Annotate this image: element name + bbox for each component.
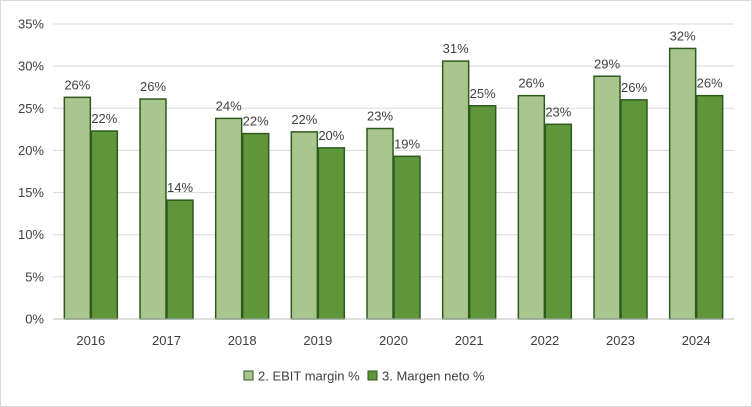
bar-ebit-margin — [668, 47, 697, 320]
y-tick-label: 15% — [18, 185, 44, 200]
data-label: 26% — [518, 76, 544, 91]
bar-margen-neto — [393, 155, 421, 320]
legend: 2. EBIT margin % 3. Margen neto % — [243, 369, 485, 384]
x-tick-label: 2023 — [606, 333, 635, 348]
bar-margen-neto — [620, 99, 648, 320]
bar-margen-neto — [166, 199, 194, 320]
bar-margen-neto — [468, 105, 497, 320]
data-label: 26% — [140, 79, 166, 94]
bar-ebit-margin — [517, 94, 546, 320]
x-axis: 2016 2017 2018 2019 2020 2021 2022 2023 2024 — [53, 318, 734, 348]
x-tick-label: 2020 — [379, 333, 408, 348]
x-tick-label: 2022 — [530, 333, 559, 348]
data-label: 14% — [167, 180, 193, 195]
legend-swatch-ebit-margin — [243, 370, 254, 381]
y-tick-label: 0% — [25, 312, 44, 327]
bar-margen-neto — [544, 123, 573, 320]
bar-ebit-margin — [290, 131, 319, 320]
data-label: 22% — [243, 114, 269, 129]
bar-ebit-margin — [139, 98, 167, 320]
data-label: 26% — [64, 77, 90, 92]
data-label: 26% — [621, 80, 647, 95]
data-label: 22% — [91, 111, 117, 126]
data-label: 29% — [594, 56, 620, 71]
legend-label: 3. Margen neto % — [382, 369, 485, 384]
data-label: 23% — [367, 109, 393, 124]
data-label: 23% — [545, 104, 571, 119]
data-label: 22% — [291, 112, 317, 127]
y-tick-label: 20% — [18, 143, 44, 158]
bar-margen-neto — [317, 147, 346, 320]
bar-ebit-margin — [441, 60, 470, 320]
data-label: 19% — [394, 136, 420, 151]
data-label: 20% — [318, 128, 344, 143]
data-label: 32% — [670, 28, 696, 43]
bar-margen-neto — [241, 132, 270, 320]
y-tick-label: 35% — [18, 17, 44, 32]
x-tick-label: 2016 — [76, 333, 105, 348]
bar-ebit-margin — [593, 75, 621, 320]
y-tick-label: 25% — [18, 101, 44, 116]
x-tick-label: 2018 — [228, 333, 257, 348]
y-axis: 0% 5% 10% 15% 20% 25% 30% 35% — [18, 17, 44, 327]
bar-ebit-margin — [63, 96, 92, 320]
bar-margen-neto — [695, 94, 724, 320]
data-label: 26% — [697, 76, 723, 91]
bar-margen-neto — [90, 130, 119, 320]
data-label: 25% — [470, 86, 496, 101]
x-tick-label: 2021 — [455, 333, 484, 348]
x-tick-label: 2024 — [682, 333, 711, 348]
data-label: 24% — [216, 98, 242, 113]
data-label: 31% — [443, 41, 469, 56]
bars: 26%22%26%14%24%22% 22%20%23%19%31%25%26%2… — [63, 28, 724, 320]
legend-label: 2. EBIT margin % — [258, 369, 360, 384]
x-tick-label: 2019 — [303, 333, 332, 348]
y-tick-label: 30% — [18, 59, 44, 74]
bar-ebit-margin — [214, 117, 243, 320]
x-tick-label: 2017 — [152, 333, 181, 348]
y-tick-label: 5% — [25, 269, 44, 284]
y-tick-label: 10% — [18, 227, 44, 242]
bar-ebit-margin — [366, 127, 394, 320]
legend-swatch-margen-neto — [367, 370, 378, 381]
